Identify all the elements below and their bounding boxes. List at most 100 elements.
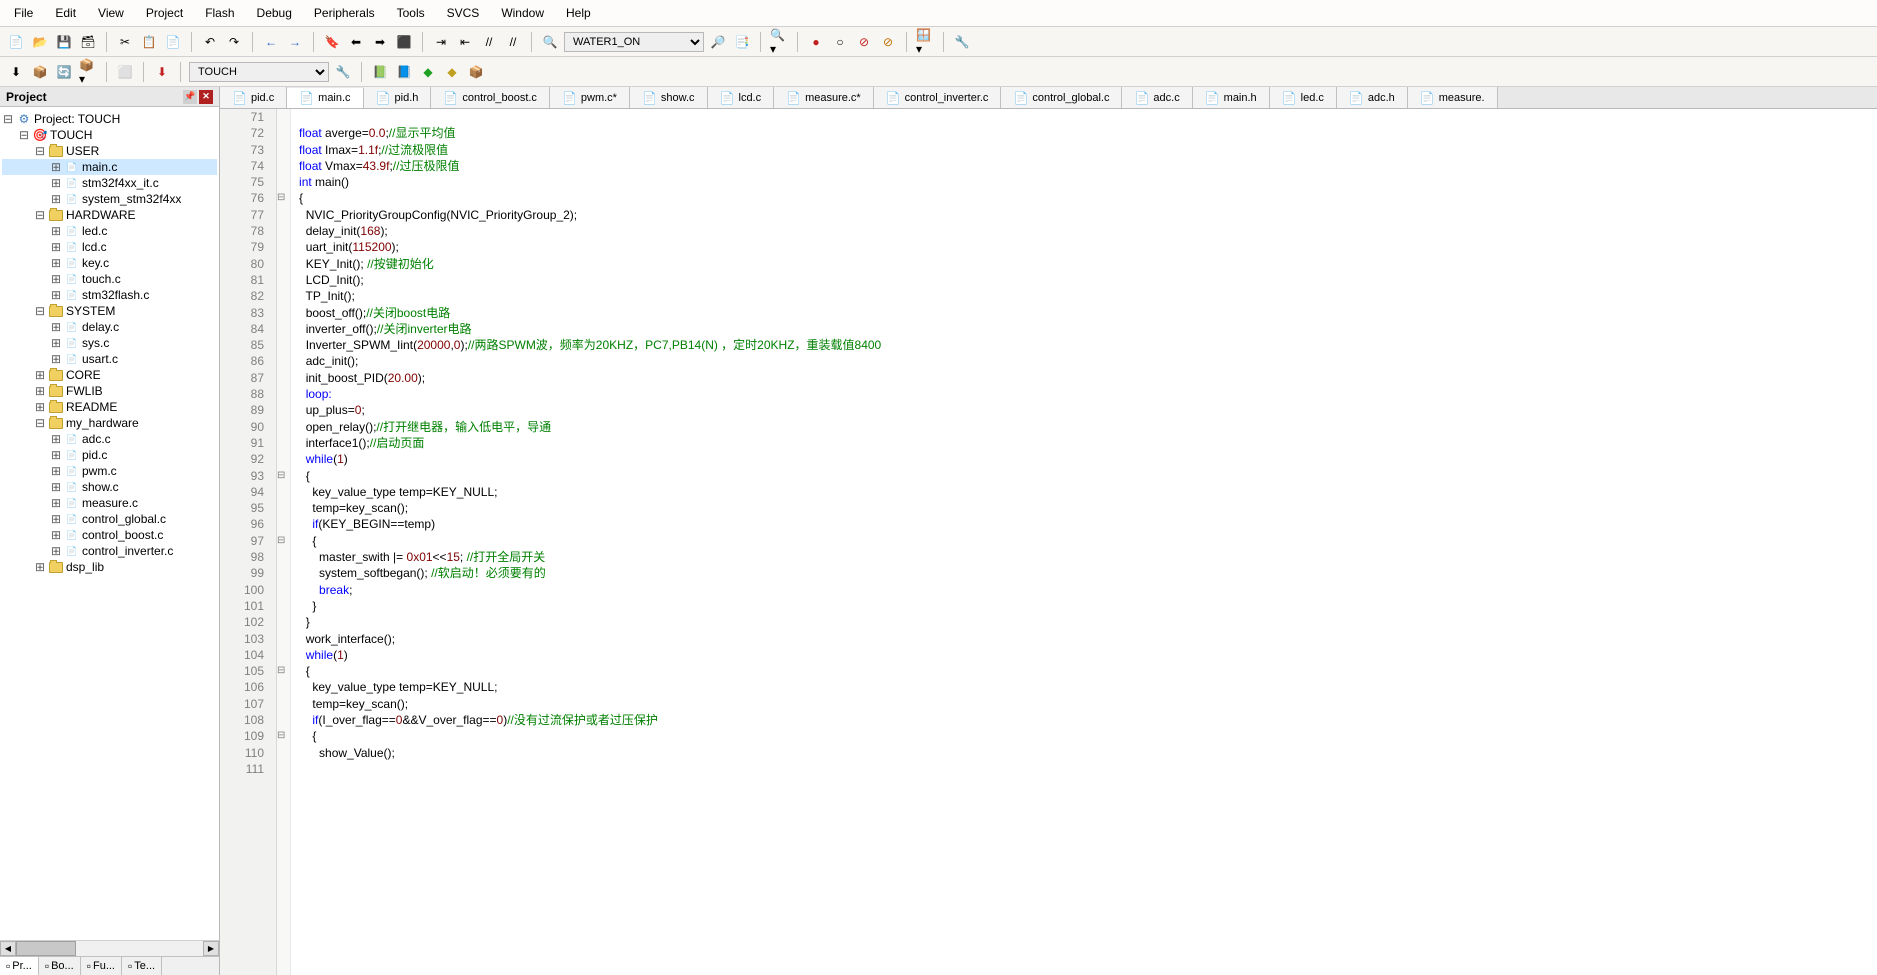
manage-icon[interactable]: 📗	[370, 62, 390, 82]
editor-tab[interactable]: 📄led.c	[1270, 87, 1337, 108]
editor-tab[interactable]: 📄measure.c*	[774, 87, 874, 108]
menu-svcs[interactable]: SVCS	[437, 2, 490, 24]
indent-icon[interactable]: ⇥	[431, 32, 451, 52]
menu-help[interactable]: Help	[556, 2, 601, 24]
pack3-icon[interactable]: 📦	[466, 62, 486, 82]
tree-node[interactable]: ⊟my_hardware	[2, 415, 217, 431]
rebuild-icon[interactable]: 🔄	[54, 62, 74, 82]
comment-icon[interactable]: //	[479, 32, 499, 52]
bookmark-icon[interactable]: 🔖	[322, 32, 342, 52]
save-icon[interactable]: 💾	[54, 32, 74, 52]
bookmark-next-icon[interactable]: ➡	[370, 32, 390, 52]
find-next-icon[interactable]: 🔎	[708, 32, 728, 52]
menu-file[interactable]: File	[4, 2, 43, 24]
open-file-icon[interactable]: 📂	[30, 32, 50, 52]
new-file-icon[interactable]: 📄	[6, 32, 26, 52]
tree-node[interactable]: ⊟🎯TOUCH	[2, 127, 217, 143]
build-icon[interactable]: 📦	[30, 62, 50, 82]
menu-project[interactable]: Project	[136, 2, 193, 24]
tree-node[interactable]: ⊞📄usart.c	[2, 351, 217, 367]
tree-node[interactable]: ⊞📄pwm.c	[2, 463, 217, 479]
breakpoint-icon[interactable]: ●	[806, 32, 826, 52]
menu-view[interactable]: View	[88, 2, 134, 24]
target-select[interactable]: TOUCH	[189, 62, 329, 82]
paste-icon[interactable]: 📄	[163, 32, 183, 52]
project-tree[interactable]: ⊟⚙Project: TOUCH⊟🎯TOUCH⊟USER⊞📄main.c⊞📄st…	[0, 107, 219, 940]
tree-node[interactable]: ⊟USER	[2, 143, 217, 159]
tree-node[interactable]: ⊞📄adc.c	[2, 431, 217, 447]
menu-peripherals[interactable]: Peripherals	[304, 2, 385, 24]
panel-tab[interactable]: ▫Bo...	[39, 957, 81, 975]
editor-tab[interactable]: 📄show.c	[630, 87, 708, 108]
tree-node[interactable]: ⊞📄control_inverter.c	[2, 543, 217, 559]
panel-tab[interactable]: ▫Te...	[122, 957, 162, 975]
tree-node[interactable]: ⊞dsp_lib	[2, 559, 217, 575]
outdent-icon[interactable]: ⇤	[455, 32, 475, 52]
pack2-icon[interactable]: ◆	[442, 62, 462, 82]
editor-tab[interactable]: 📄pid.h	[364, 87, 432, 108]
tree-node[interactable]: ⊞CORE	[2, 367, 217, 383]
editor-tab[interactable]: 📄measure.	[1408, 87, 1498, 108]
translate-icon[interactable]: ⬇	[6, 62, 26, 82]
tree-node[interactable]: ⊞📄delay.c	[2, 319, 217, 335]
menu-tools[interactable]: Tools	[387, 2, 435, 24]
pack-icon[interactable]: ◆	[418, 62, 438, 82]
panel-pin-icon[interactable]: 📌	[183, 90, 197, 104]
editor-tab[interactable]: 📄main.c	[287, 88, 363, 109]
find-icon[interactable]: 🔍	[540, 32, 560, 52]
tree-node[interactable]: ⊞📄stm32flash.c	[2, 287, 217, 303]
tree-node[interactable]: ⊟HARDWARE	[2, 207, 217, 223]
nav-fwd-icon[interactable]: →	[285, 32, 305, 52]
configure-icon[interactable]: 🔧	[952, 32, 972, 52]
menu-flash[interactable]: Flash	[195, 2, 244, 24]
manage2-icon[interactable]: 📘	[394, 62, 414, 82]
editor-tab[interactable]: 📄control_global.c	[1001, 87, 1122, 108]
undo-icon[interactable]: ↶	[200, 32, 220, 52]
uncomment-icon[interactable]: //	[503, 32, 523, 52]
tree-node[interactable]: ⊞📄control_boost.c	[2, 527, 217, 543]
debug-start-icon[interactable]: 🔍▾	[769, 32, 789, 52]
menu-edit[interactable]: Edit	[45, 2, 86, 24]
window-icon[interactable]: 🪟▾	[915, 32, 935, 52]
menu-window[interactable]: Window	[491, 2, 554, 24]
tree-node[interactable]: ⊞📄pid.c	[2, 447, 217, 463]
tree-node[interactable]: ⊟⚙Project: TOUCH	[2, 111, 217, 127]
breakpoint-kill2-icon[interactable]: ⊘	[878, 32, 898, 52]
find-files-icon[interactable]: 📑	[732, 32, 752, 52]
download-icon[interactable]: ⬇	[152, 62, 172, 82]
editor-tab[interactable]: 📄adc.c	[1122, 87, 1192, 108]
tree-node[interactable]: ⊞📄system_stm32f4xx	[2, 191, 217, 207]
tree-node[interactable]: ⊞📄sys.c	[2, 335, 217, 351]
breakpoint-kill-icon[interactable]: ⊘	[854, 32, 874, 52]
nav-back-icon[interactable]: ←	[261, 32, 281, 52]
copy-icon[interactable]: 📋	[139, 32, 159, 52]
panel-tab[interactable]: ▫Fu...	[81, 957, 122, 975]
editor-tab[interactable]: 📄main.h	[1193, 87, 1270, 108]
tree-node[interactable]: ⊞📄led.c	[2, 223, 217, 239]
tree-node[interactable]: ⊞FWLIB	[2, 383, 217, 399]
editor-tab[interactable]: 📄control_inverter.c	[874, 87, 1002, 108]
tree-node[interactable]: ⊞📄stm32f4xx_it.c	[2, 175, 217, 191]
tree-node[interactable]: ⊞README	[2, 399, 217, 415]
tree-node[interactable]: ⊞📄touch.c	[2, 271, 217, 287]
editor-tab[interactable]: 📄pid.c	[220, 87, 287, 108]
tree-node[interactable]: ⊞📄key.c	[2, 255, 217, 271]
tree-node[interactable]: ⊞📄measure.c	[2, 495, 217, 511]
tree-node[interactable]: ⊞📄show.c	[2, 479, 217, 495]
save-all-icon[interactable]: 🗃	[78, 32, 98, 52]
find-combo[interactable]: WATER1_ON	[564, 32, 704, 52]
bookmark-clear-icon[interactable]: ⬛	[394, 32, 414, 52]
build-batch-icon[interactable]: 📦▾	[78, 62, 98, 82]
editor-tab[interactable]: 📄adc.h	[1337, 87, 1408, 108]
menu-debug[interactable]: Debug	[247, 2, 302, 24]
cut-icon[interactable]: ✂	[115, 32, 135, 52]
tree-scrollbar[interactable]: ◀▶	[0, 940, 219, 956]
tree-node[interactable]: ⊞📄main.c	[2, 159, 217, 175]
panel-close-icon[interactable]: ✕	[199, 90, 213, 104]
editor-tab[interactable]: 📄lcd.c	[708, 87, 775, 108]
target-options-icon[interactable]: 🔧	[333, 62, 353, 82]
bookmark-prev-icon[interactable]: ⬅	[346, 32, 366, 52]
tree-node[interactable]: ⊞📄lcd.c	[2, 239, 217, 255]
stop-build-icon[interactable]: ⬜	[115, 62, 135, 82]
redo-icon[interactable]: ↷	[224, 32, 244, 52]
